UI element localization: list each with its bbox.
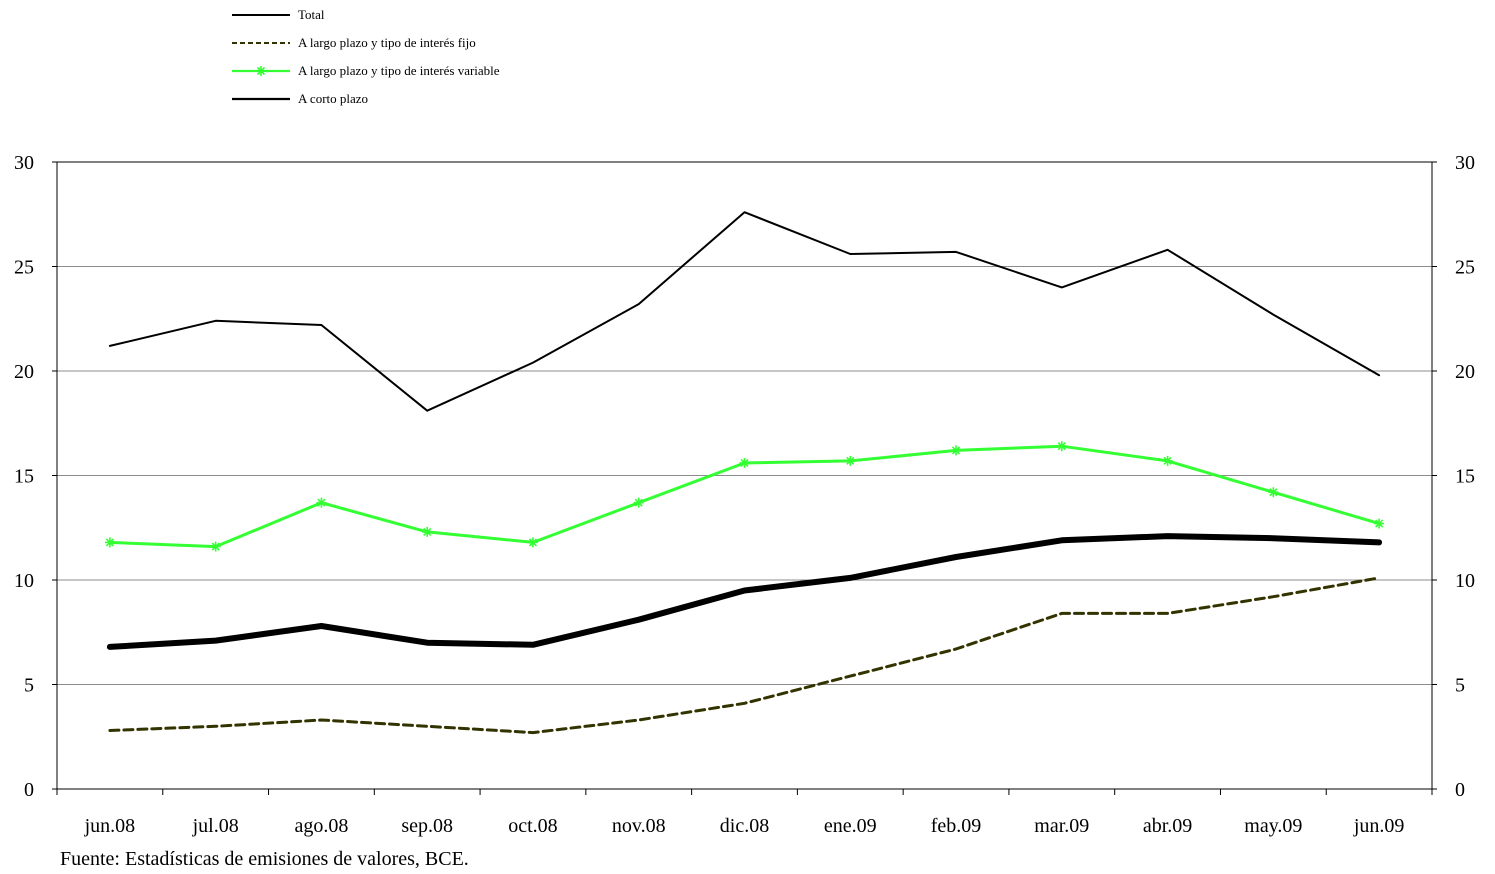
x-tick-label: dic.08 (720, 815, 769, 837)
y-tick-label-right: 10 (1455, 570, 1475, 592)
data-point-marker (845, 455, 856, 466)
x-tick-label: ago.08 (294, 815, 348, 837)
y-tick-label: 10 (14, 570, 34, 592)
data-point-marker (422, 526, 433, 537)
legend-label: Total (298, 7, 325, 22)
y-tick-label: 20 (14, 361, 34, 383)
x-tick-label: nov.08 (612, 815, 666, 837)
x-axis: jun.08 jul.08 ago.08 sep.08 oct.08 nov.08 dic.… (56, 789, 1433, 837)
data-point-marker (210, 541, 221, 552)
source-note: Fuente: Estadísticas de emisiones de val… (60, 848, 469, 870)
data-point-marker (1056, 441, 1067, 452)
y-tick-label: 15 (14, 466, 34, 488)
x-tick-label: abr.09 (1143, 815, 1192, 837)
x-tick-label: may.09 (1244, 815, 1302, 837)
data-point-marker (256, 66, 266, 76)
x-tick-label: ene.09 (824, 815, 877, 837)
x-tick-label: jun.08 (84, 815, 136, 837)
x-tick-label: jul.08 (192, 815, 239, 837)
legend-item: A largo plazo y tipo de interés fijo (232, 35, 476, 50)
series-3 (106, 533, 1383, 650)
series-layer (104, 211, 1385, 735)
x-tick-label: feb.09 (931, 815, 982, 837)
y-tick-label-right: 15 (1455, 466, 1475, 488)
legend-item: A corto plazo (232, 91, 368, 106)
data-point-marker (527, 537, 538, 548)
series-line (108, 211, 1381, 412)
y-tick-label: 30 (14, 152, 34, 174)
legend-item: Total (232, 7, 325, 22)
x-tick-label: oct.08 (508, 815, 557, 837)
data-point-marker (1162, 455, 1173, 466)
series-1 (108, 576, 1381, 735)
y-tick-label-right: 0 (1455, 779, 1465, 801)
right-y-axis: 0 5 10 15 20 25 30 (1432, 152, 1475, 801)
legend: Total A largo plazo y tipo de interés fij… (232, 7, 500, 106)
legend-label: A largo plazo y tipo de interés fijo (298, 35, 476, 50)
y-tick-label: 5 (24, 675, 34, 697)
x-tick-label: sep.08 (401, 815, 453, 837)
data-point-marker (951, 445, 962, 456)
y-tick-label-right: 20 (1455, 361, 1475, 383)
y-tick-label-right: 30 (1455, 152, 1475, 174)
series-line (108, 576, 1381, 735)
x-tick-label: mar.09 (1034, 815, 1089, 837)
y-tick-label: 25 (14, 257, 34, 279)
y-tick-label-right: 25 (1455, 257, 1475, 279)
data-point-marker (633, 497, 644, 508)
legend-label: A largo plazo y tipo de interés variable (298, 63, 500, 78)
data-point-marker (316, 497, 327, 508)
series-line (106, 533, 1383, 650)
y-tick-label: 0 (24, 779, 34, 801)
y-tick-label-right: 5 (1455, 675, 1465, 697)
gridlines (57, 266, 1432, 685)
legend-label: A corto plazo (298, 91, 368, 106)
series-2 (104, 441, 1385, 552)
left-y-axis: 0 5 10 15 20 25 30 (14, 152, 57, 801)
data-point-marker (1374, 518, 1385, 529)
data-point-marker (104, 537, 115, 548)
legend-item: A largo plazo y tipo de interés variable (232, 63, 500, 78)
x-tick-label: jun.09 (1353, 815, 1405, 837)
data-point-marker (1268, 487, 1279, 498)
data-point-marker (739, 457, 750, 468)
series-0 (108, 211, 1381, 412)
